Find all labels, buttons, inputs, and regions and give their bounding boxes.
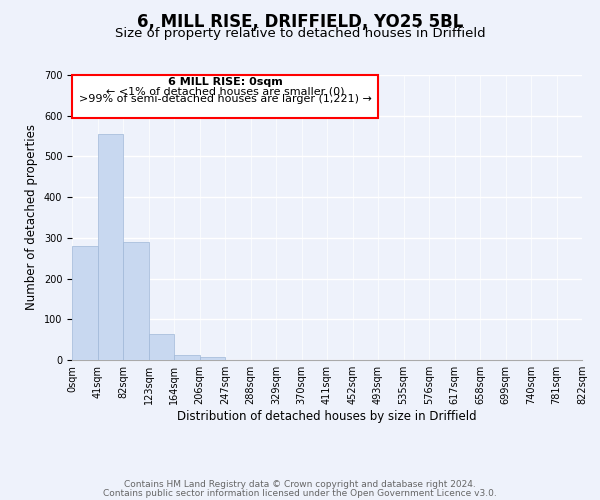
Bar <box>199 356 225 360</box>
Text: >99% of semi-detached houses are larger (1,221) →: >99% of semi-detached houses are larger … <box>79 94 371 104</box>
Bar <box>123 242 149 360</box>
Text: Size of property relative to detached houses in Driffield: Size of property relative to detached ho… <box>115 28 485 40</box>
Text: Contains HM Land Registry data © Crown copyright and database right 2024.: Contains HM Land Registry data © Crown c… <box>124 480 476 489</box>
Bar <box>72 246 97 360</box>
Text: 6, MILL RISE, DRIFFIELD, YO25 5BL: 6, MILL RISE, DRIFFIELD, YO25 5BL <box>137 12 463 30</box>
X-axis label: Distribution of detached houses by size in Driffield: Distribution of detached houses by size … <box>177 410 477 423</box>
Bar <box>72 75 378 118</box>
Bar <box>149 334 174 360</box>
Text: Contains public sector information licensed under the Open Government Licence v3: Contains public sector information licen… <box>103 488 497 498</box>
Bar <box>97 134 123 360</box>
Bar <box>174 354 199 360</box>
Text: ← <1% of detached houses are smaller (0): ← <1% of detached houses are smaller (0) <box>106 86 344 97</box>
Text: 6 MILL RISE: 0sqm: 6 MILL RISE: 0sqm <box>167 78 283 88</box>
Y-axis label: Number of detached properties: Number of detached properties <box>25 124 38 310</box>
